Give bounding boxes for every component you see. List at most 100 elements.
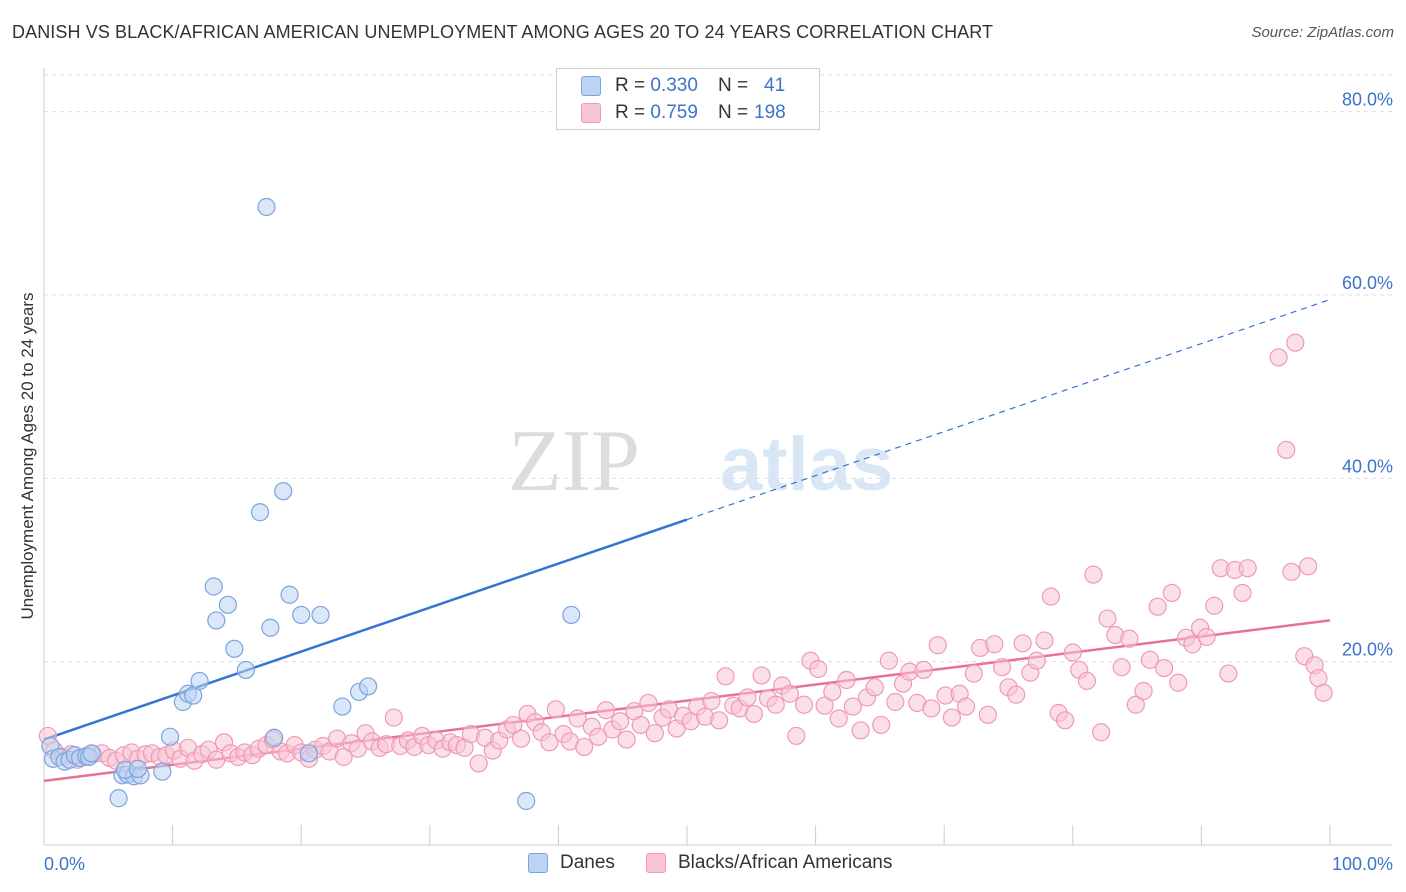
point-black (942, 708, 962, 727)
point-black (1126, 695, 1145, 714)
bottom-swatch-danes (528, 853, 548, 873)
point-black (1169, 673, 1188, 692)
point-black (589, 727, 608, 746)
point-black (865, 678, 884, 697)
point-black (837, 670, 856, 690)
point-black (596, 701, 616, 720)
point-danes (204, 577, 223, 596)
bottom-legend-black: Blacks/African Americans (646, 850, 892, 876)
point-black (886, 692, 905, 712)
legend-n-label: N = (717, 102, 749, 123)
point-danes (257, 197, 276, 217)
point-black (809, 659, 828, 679)
point-black (1041, 587, 1061, 606)
point-black (1299, 557, 1318, 576)
legend-n-value: 41 (764, 75, 786, 96)
point-black (928, 636, 947, 655)
point-black (1269, 348, 1288, 367)
x-tick-label: 0.0% (44, 854, 85, 874)
point-black (512, 729, 531, 748)
point-black (1282, 562, 1301, 581)
point-black (702, 691, 721, 711)
point-black (710, 711, 729, 730)
bottom-label-danes: Danes (560, 852, 615, 873)
point-black (1233, 583, 1252, 603)
point-black (744, 704, 763, 724)
point-black (985, 635, 1004, 654)
point-black (752, 666, 771, 685)
point-black (922, 699, 941, 718)
point-black (1098, 609, 1117, 628)
point-black (823, 682, 842, 702)
point-black (780, 684, 799, 703)
point-black (829, 709, 848, 728)
point-black (1077, 671, 1097, 691)
bottom-legend-danes: Danes (528, 850, 615, 876)
point-black (1183, 635, 1202, 654)
point-black (1205, 596, 1224, 615)
point-black (1314, 683, 1333, 702)
point-black (1162, 583, 1181, 603)
point-black (1007, 685, 1026, 704)
point-danes (250, 503, 270, 522)
point-danes (517, 791, 536, 811)
point-danes (333, 697, 352, 716)
point-danes (265, 728, 284, 747)
y-tick-label: 80.0% (1342, 90, 1393, 110)
x-tick-label: 100.0% (1332, 854, 1393, 874)
point-black (1277, 440, 1296, 460)
watermark-zip: ZIP (508, 413, 640, 510)
point-black (794, 695, 814, 714)
point-black (1013, 634, 1032, 653)
point-danes (562, 605, 581, 625)
watermark-atlas: atlas (720, 422, 893, 507)
point-danes (128, 759, 147, 779)
point-black (1120, 629, 1139, 648)
point-black (872, 715, 891, 735)
bottom-swatch-black (646, 853, 666, 873)
point-black (1112, 658, 1131, 677)
point-black (787, 726, 806, 746)
legend-row-black: R = 0.759 N = 198 (581, 101, 786, 125)
point-black (738, 688, 757, 707)
trendline-danes (43, 518, 688, 741)
point-black (546, 700, 565, 719)
legend-r-value: 0.330 (650, 75, 698, 96)
point-black (639, 693, 658, 713)
point-black (1140, 650, 1160, 669)
point-black (469, 754, 488, 773)
point-black (851, 721, 870, 740)
point-black (716, 667, 735, 686)
point-black (384, 708, 403, 727)
y-tick-label: 20.0% (1342, 640, 1393, 660)
point-black (914, 660, 933, 680)
point-black (1027, 651, 1046, 670)
point-black (1035, 631, 1054, 650)
legend-r-label: R = (615, 102, 646, 123)
point-black (617, 730, 636, 749)
legend-n-label: N = (717, 75, 749, 96)
point-danes (236, 660, 256, 680)
point-black (1055, 711, 1075, 730)
bottom-label-black: Blacks/African Americans (678, 852, 893, 873)
point-black (334, 747, 353, 767)
point-black (568, 709, 587, 728)
point-black (956, 697, 976, 716)
legend-r-value: 0.759 (650, 102, 698, 123)
legend-row-danes: R = 0.330 N = 41 (581, 74, 785, 98)
point-black (1155, 658, 1174, 678)
point-black (611, 712, 630, 731)
point-danes (311, 605, 330, 625)
point-black (348, 739, 367, 758)
point-black (1286, 333, 1305, 352)
point-black (978, 705, 998, 724)
point-black (631, 715, 650, 735)
point-black (1091, 723, 1111, 742)
legend-swatch-black (581, 103, 601, 123)
point-danes (299, 744, 319, 763)
chart-title: DANISH VS BLACK/AFRICAN AMERICAN UNEMPLO… (12, 22, 994, 42)
point-black (645, 724, 664, 743)
stats-legend: R = 0.330 N = 41 R = 0.759 N = 198 (556, 68, 820, 130)
point-danes (358, 677, 378, 696)
